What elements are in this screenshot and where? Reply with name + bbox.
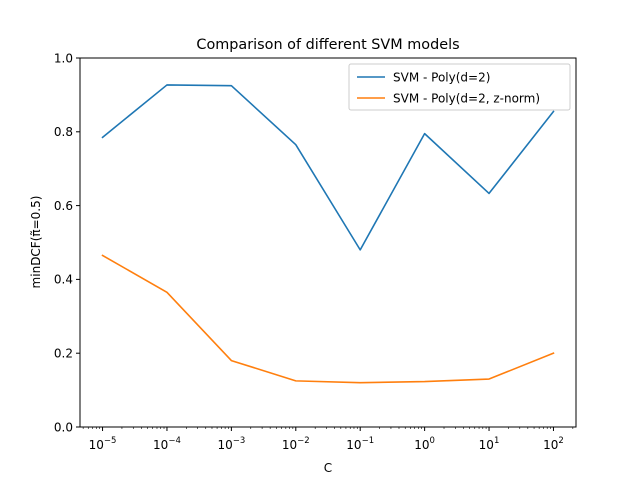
legend-box — [348, 63, 571, 111]
y-tick-label: 0.8 — [54, 125, 73, 139]
series-lines — [101, 84, 555, 384]
x-tick-exponent: −5 — [104, 436, 117, 446]
y-tick-label: 0.0 — [54, 420, 73, 434]
x-tick-base: 10 — [153, 438, 168, 452]
x-tick-base: 10 — [414, 438, 429, 452]
chart-title: Comparison of different SVM models — [196, 37, 459, 53]
x-tick-label: 102 — [543, 436, 564, 452]
x-tick-exponent: −2 — [297, 436, 310, 446]
y-axis-label: minDCF(π̃=0.5) — [29, 196, 43, 289]
series-line-1 — [101, 84, 555, 251]
x-tick-exponent: 1 — [494, 436, 499, 446]
x-tick-exponent: −3 — [233, 436, 246, 446]
x-tick-label: 101 — [479, 436, 500, 452]
x-tick-base: 10 — [346, 438, 361, 452]
y-tick-label: 0.6 — [54, 199, 73, 213]
y-tick-label: 0.4 — [54, 273, 73, 287]
x-tick-label: 10−2 — [282, 436, 310, 452]
x-tick-label: 10−4 — [153, 436, 181, 452]
x-tick-base: 10 — [543, 438, 558, 452]
x-tick-label: 10−5 — [89, 436, 117, 452]
x-tick-label: 10−3 — [217, 436, 245, 452]
x-tick-base: 10 — [282, 438, 297, 452]
x-axis-label: C — [324, 461, 332, 475]
x-tick-exponent: 2 — [558, 436, 563, 446]
y-tick-label: 1.0 — [54, 51, 73, 65]
legend-label: SVM - Poly(d=2) — [393, 70, 490, 84]
x-tick-exponent: −4 — [168, 436, 181, 446]
legend: SVM - Poly(d=2) SVM - Poly(d=2, z-norm) — [348, 63, 571, 111]
x-tick-exponent: 0 — [430, 436, 435, 446]
y-axis: 0.0 0.2 0.4 0.6 0.8 1.0 — [54, 51, 80, 434]
x-tick-label: 10−1 — [346, 436, 374, 452]
x-tick-base: 10 — [479, 438, 494, 452]
axes-frame — [79, 57, 577, 428]
series-line-2 — [101, 254, 555, 384]
y-tick-label: 0.2 — [54, 347, 73, 361]
x-tick-exponent: −1 — [362, 436, 375, 446]
x-tick-base: 10 — [217, 438, 232, 452]
x-tick-base: 10 — [89, 438, 104, 452]
x-tick-label: 100 — [414, 436, 435, 452]
x-axis: 10−5 10−4 10−3 10−2 10−1 100 101 102 — [82, 427, 574, 452]
legend-label: SVM - Poly(d=2, z-norm) — [393, 91, 540, 105]
